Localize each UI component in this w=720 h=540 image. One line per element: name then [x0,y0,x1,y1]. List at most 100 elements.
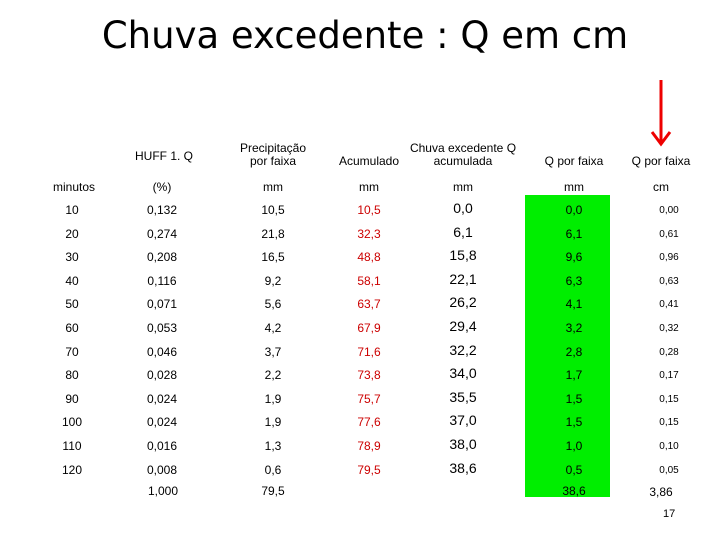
cell-q-mm: 6,1 [565,227,583,241]
header-chuva-line1: Chuva excedente Q [409,141,517,155]
cell-q-cm: 0,63 [659,276,679,287]
header-q-por-faixa-cm: Q por faixa [631,154,691,168]
down-arrow-icon [650,80,672,147]
cell-precip: 5,6 [264,297,282,311]
cell-acumulado: 77,6 [357,415,381,429]
cell-q-mm: 1,0 [565,439,583,453]
cell-precip: 1,9 [264,415,282,429]
total-huff: 1,000 [147,484,179,498]
cell-huff: 0,208 [146,250,178,264]
cell-chuva-acumulada: 6,1 [453,224,473,240]
cell-minutos: 10 [65,203,79,217]
cell-precip: 0,6 [264,463,282,477]
cell-precip: 1,3 [264,439,282,453]
cell-acumulado: 75,7 [357,392,381,406]
cell-q-mm: 0,0 [565,203,583,217]
unit-chuva-mm: mm [453,180,473,194]
cell-q-mm: 1,5 [565,392,583,406]
total-q-mm: 38,6 [562,484,586,498]
cell-q-cm: 0,15 [659,394,679,405]
cell-minutos: 40 [65,274,79,288]
cell-precip: 16,5 [261,250,285,264]
page-number: 17 [663,508,676,520]
unit-q-mm: mm [564,180,584,194]
cell-huff: 0,024 [146,392,178,406]
cell-q-mm: 6,3 [565,274,583,288]
cell-chuva-acumulada: 38,0 [449,436,477,452]
cell-q-cm: 0,17 [659,370,679,381]
cell-huff: 0,016 [146,439,178,453]
cell-q-cm: 0,00 [659,205,679,216]
cell-acumulado: 71,6 [357,345,381,359]
cell-q-mm: 9,6 [565,250,583,264]
cell-minutos: 120 [61,463,83,477]
cell-acumulado: 67,9 [357,321,381,335]
header-chuva-line2: acumulada [433,154,493,168]
cell-chuva-acumulada: 32,2 [449,342,477,358]
cell-minutos: 60 [65,321,79,335]
cell-acumulado: 10,5 [357,203,381,217]
header-precipitacao: Precipitação por faixa [240,142,306,168]
cell-chuva-acumulada: 35,5 [449,389,477,405]
cell-q-mm: 3,2 [565,321,583,335]
cell-q-cm: 0,05 [659,465,679,476]
cell-minutos: 30 [65,250,79,264]
unit-q-cm: cm [653,180,669,194]
cell-q-cm: 0,28 [659,347,679,358]
cell-huff: 0,274 [146,227,178,241]
slide-title: Chuva excedente : Q em cm [101,14,629,57]
unit-minutos: minutos [52,180,96,194]
cell-precip: 10,5 [261,203,285,217]
cell-minutos: 20 [65,227,79,241]
cell-q-cm: 0,15 [659,417,679,428]
cell-minutos: 50 [65,297,79,311]
unit-percent: (%) [152,180,172,194]
cell-minutos: 110 [62,439,82,453]
cell-minutos: 90 [65,392,79,406]
header-chuva-excedente: Chuva excedente Q acumulada [410,142,516,168]
cell-precip: 2,2 [264,368,282,382]
cell-precip: 3,7 [264,345,282,359]
header-precipitacao-line1: Precipitação [239,141,307,155]
total-precip: 79,5 [261,484,285,498]
q-por-faixa-highlight [525,195,610,497]
cell-huff: 0,008 [146,463,178,477]
cell-precip: 4,2 [264,321,282,335]
cell-chuva-acumulada: 38,6 [449,460,477,476]
cell-precip: 9,2 [264,274,282,288]
cell-q-mm: 4,1 [565,297,583,311]
cell-acumulado: 78,9 [357,439,381,453]
cell-q-mm: 1,5 [565,415,583,429]
header-q-por-faixa-mm: Q por faixa [544,154,604,168]
cell-q-mm: 1,7 [565,368,583,382]
cell-acumulado: 48,8 [357,250,381,264]
cell-chuva-acumulada: 29,4 [449,318,477,334]
cell-acumulado: 58,1 [357,274,381,288]
unit-precip-mm: mm [263,180,283,194]
cell-chuva-acumulada: 34,0 [449,365,477,381]
cell-minutos: 70 [65,345,79,359]
cell-huff: 0,053 [146,321,178,335]
cell-minutos: 100 [61,415,83,429]
cell-chuva-acumulada: 0,0 [453,200,473,216]
cell-q-cm: 0,41 [659,299,679,310]
cell-huff: 0,028 [146,368,178,382]
cell-chuva-acumulada: 15,8 [449,247,477,263]
cell-huff: 0,132 [146,203,178,217]
cell-acumulado: 73,8 [357,368,381,382]
header-precipitacao-line2: por faixa [249,154,297,168]
total-q-cm: 3,86 [649,485,673,499]
cell-huff: 0,024 [146,415,178,429]
cell-huff: 0,071 [146,297,178,311]
cell-precip: 21,8 [261,227,285,241]
cell-acumulado: 63,7 [357,297,381,311]
unit-acum-mm: mm [359,180,379,194]
cell-acumulado: 79,5 [357,463,381,477]
cell-minutos: 80 [65,368,79,382]
cell-q-cm: 0,32 [659,323,679,334]
cell-chuva-acumulada: 37,0 [449,412,477,428]
cell-huff: 0,116 [147,274,177,288]
cell-q-mm: 2,8 [565,345,583,359]
cell-precip: 1,9 [264,392,282,406]
cell-huff: 0,046 [146,345,178,359]
